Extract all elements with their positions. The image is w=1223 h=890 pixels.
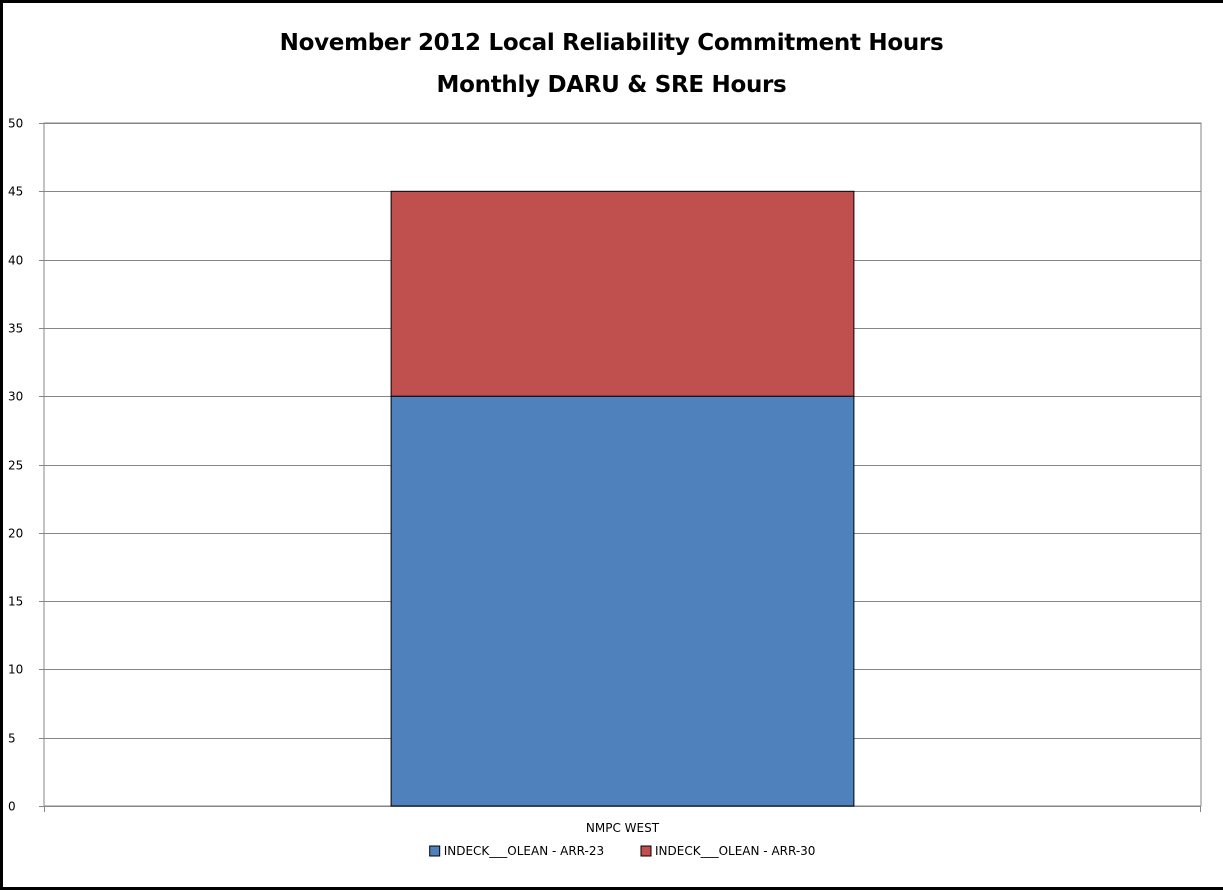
- legend-swatch-1: [429, 845, 441, 857]
- y-tick-label: 0: [8, 800, 16, 814]
- axis-labels: 0 5 10 15 20 25 30 35 40 45 50 NMPC WEST: [8, 117, 660, 836]
- y-tick-label: 15: [8, 595, 23, 609]
- chart-subtitle: Monthly DARU & SRE Hours: [436, 72, 787, 98]
- legend-label-2: INDECK___OLEAN - ARR-30: [655, 844, 815, 858]
- y-tick-label: 40: [8, 254, 23, 268]
- chart-title: November 2012 Local Reliability Commitme…: [279, 30, 944, 56]
- y-tick-label: 5: [8, 732, 16, 746]
- legend: INDECK___OLEAN - ARR-23 INDECK___OLEAN - …: [429, 844, 815, 858]
- y-tick-label: 20: [8, 527, 23, 541]
- legend-swatch-2: [640, 845, 652, 857]
- y-tick-label: 25: [8, 459, 23, 473]
- y-tick-label: 30: [8, 390, 23, 404]
- y-tick-label: 50: [8, 117, 23, 131]
- bars: [390, 190, 855, 807]
- bar-segment-2: [390, 190, 855, 397]
- x-category-label: NMPC WEST: [586, 821, 660, 835]
- y-tick-label: 35: [8, 322, 23, 336]
- y-tick-label: 10: [8, 663, 23, 677]
- y-tick-label: 45: [8, 185, 23, 199]
- bar-segment-1: [390, 395, 855, 807]
- legend-label-1: INDECK___OLEAN - ARR-23: [444, 844, 604, 858]
